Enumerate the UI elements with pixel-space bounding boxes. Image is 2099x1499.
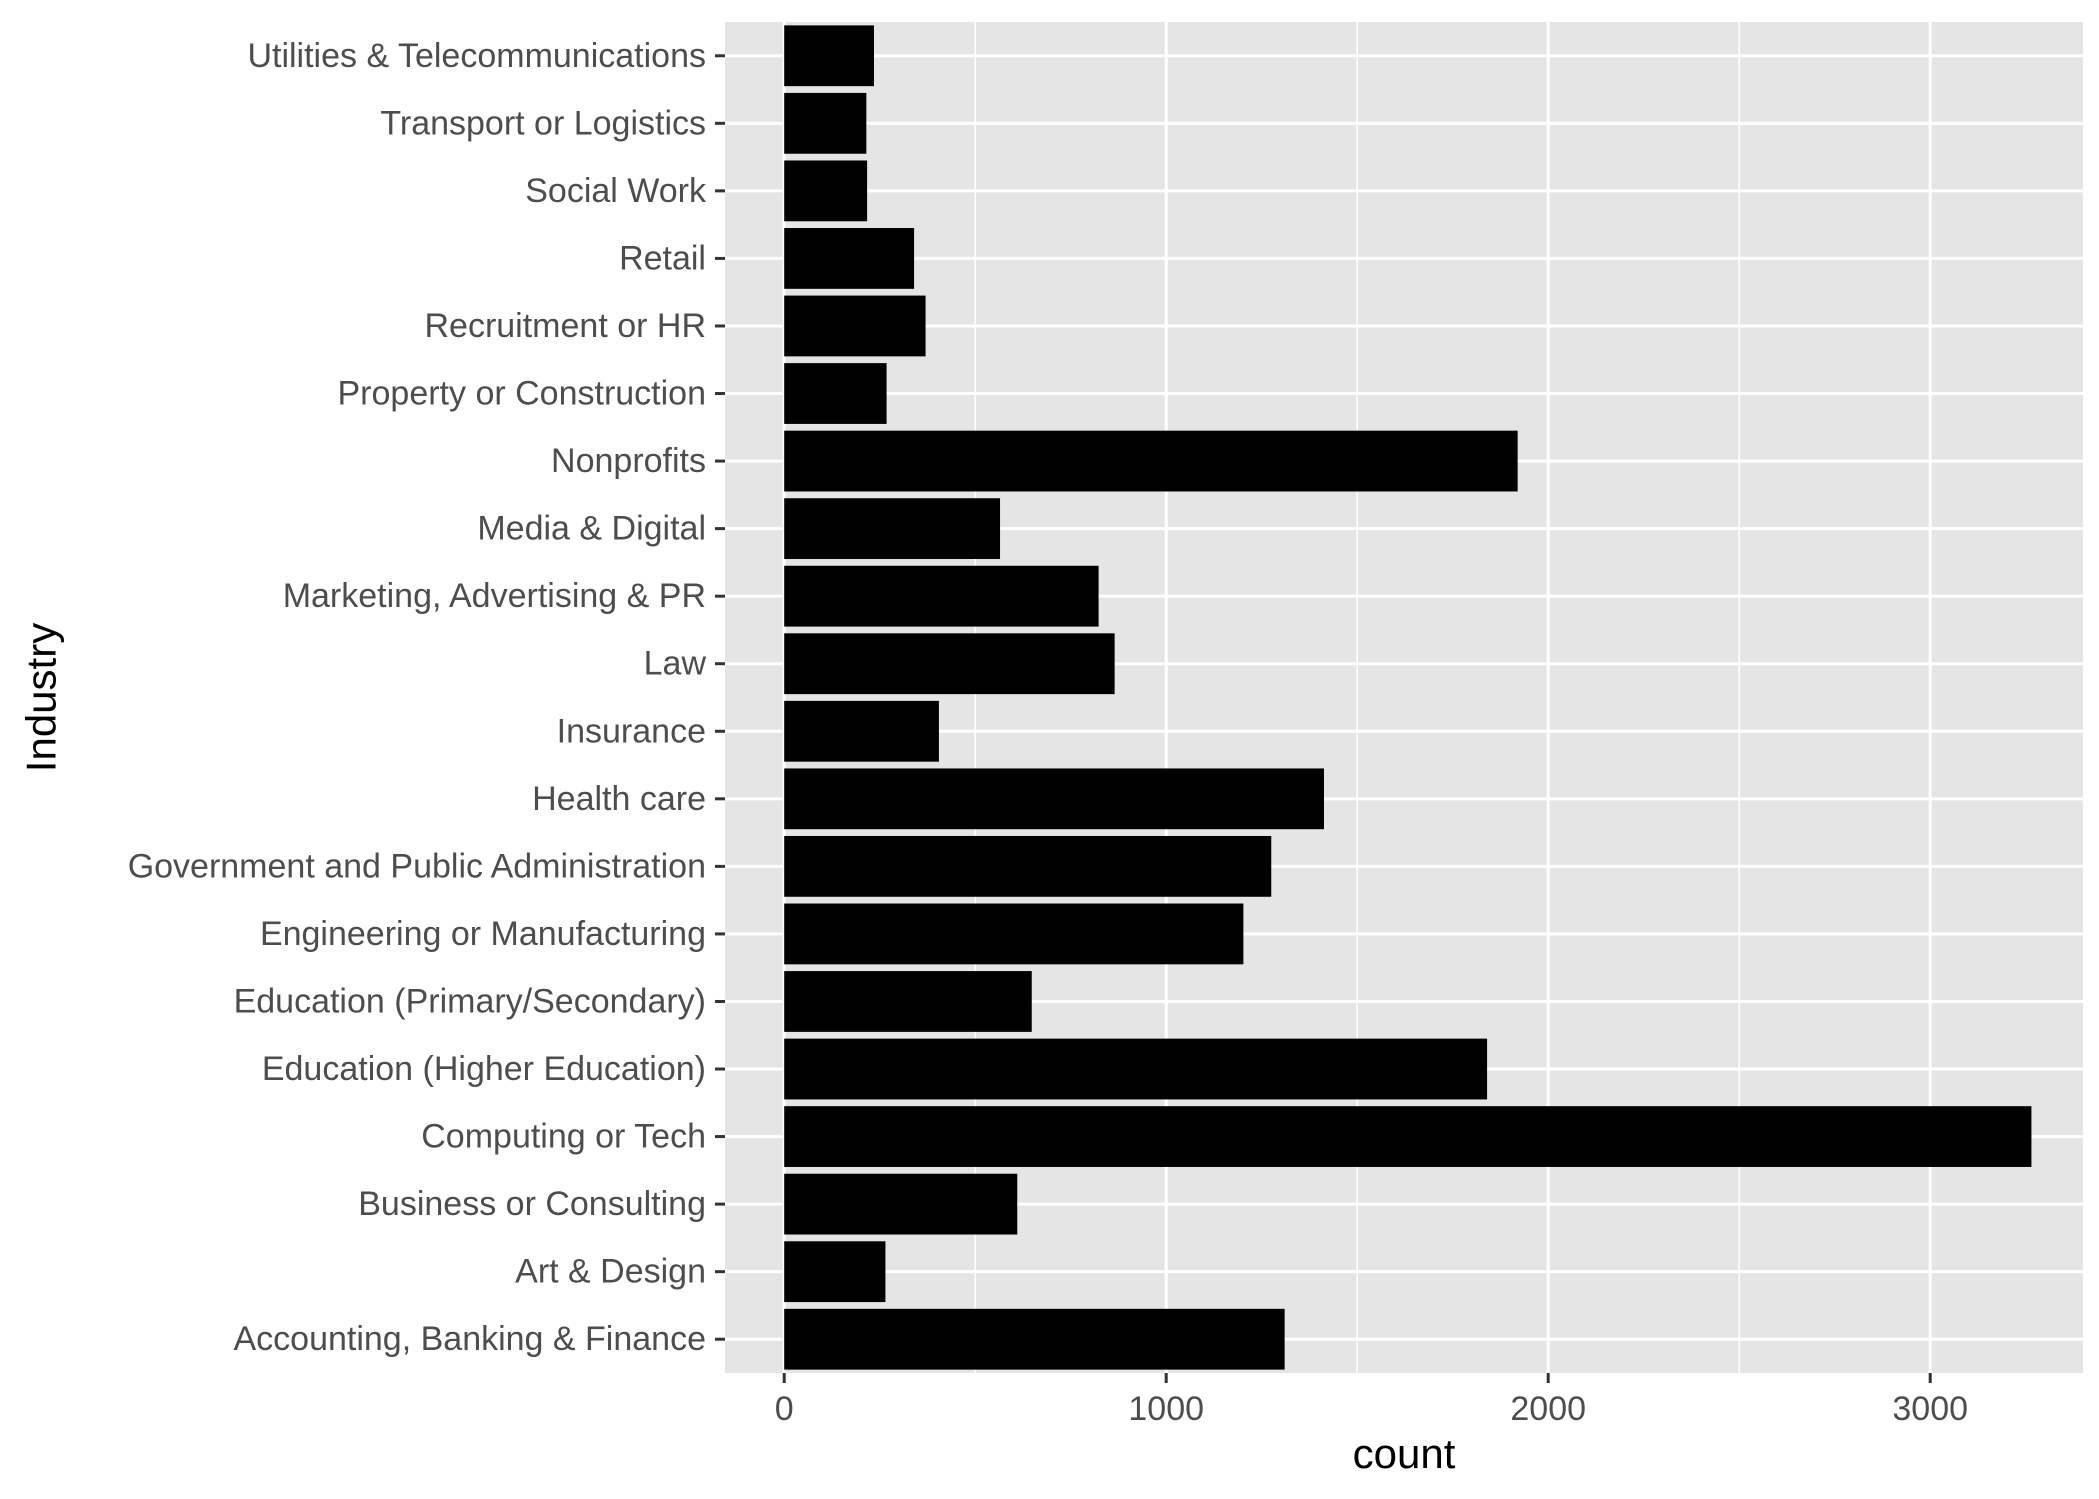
y-tick-label: Recruitment or HR: [424, 307, 706, 345]
y-tick-label: Education (Higher Education): [262, 1050, 706, 1088]
y-tick-label: Business or Consulting: [358, 1185, 706, 1223]
y-tick-label: Government and Public Administration: [128, 847, 706, 885]
bar: [784, 565, 1099, 627]
x-tick-label: 3000: [1892, 1390, 1968, 1428]
bar: [784, 633, 1115, 695]
y-tick-label: Computing or Tech: [421, 1118, 706, 1156]
y-tick-label: Accounting, Banking & Finance: [233, 1320, 706, 1358]
bar: [784, 363, 887, 424]
y-tick-label: Retail: [619, 239, 706, 277]
y-tick-label: Art & Design: [515, 1253, 706, 1291]
x-axis-title: count: [1353, 1430, 1456, 1477]
y-axis: Accounting, Banking & Finance Art & Desig…: [128, 37, 725, 1358]
y-tick-label: Education (Primary/Secondary): [234, 982, 706, 1020]
bar: [784, 228, 915, 289]
x-axis: 0 1000 2000 3000: [775, 1373, 1968, 1428]
bar: [784, 700, 939, 762]
bar: [784, 1173, 1018, 1235]
y-tick-label: Insurance: [557, 712, 706, 750]
y-tick-label: Marketing, Advertising & PR: [283, 577, 706, 615]
y-tick-label: Law: [644, 645, 707, 683]
x-tick-label: 2000: [1510, 1390, 1586, 1428]
y-tick-label: Transport or Logistics: [380, 104, 706, 142]
bar: [784, 835, 1272, 897]
bar: [784, 25, 874, 87]
y-tick-label: Utilities & Telecommunications: [247, 37, 706, 75]
bar: [784, 1308, 1285, 1370]
bar: [784, 1241, 886, 1303]
y-tick-label: Health care: [532, 780, 706, 818]
x-tick-label: 0: [775, 1390, 794, 1428]
y-tick-label: Property or Construction: [338, 375, 707, 413]
bar: [784, 430, 1518, 492]
bars: [784, 25, 2032, 1370]
bar: [784, 903, 1244, 965]
bar: [784, 971, 1032, 1032]
y-tick-label: Social Work: [525, 172, 707, 210]
bar: [784, 92, 867, 154]
bar: [784, 498, 1001, 560]
x-tick-label: 1000: [1128, 1390, 1204, 1428]
bar: [784, 295, 926, 357]
bar: [784, 1106, 2032, 1167]
plot-panel: [725, 22, 2083, 1373]
y-tick-label: Engineering or Manufacturing: [260, 915, 706, 953]
bar: [784, 160, 868, 222]
bar: [784, 768, 1324, 830]
y-tick-label: Nonprofits: [551, 442, 706, 480]
y-tick-label: Media & Digital: [477, 510, 706, 548]
bar: [784, 1038, 1488, 1100]
y-axis-title: Industry: [18, 623, 65, 772]
